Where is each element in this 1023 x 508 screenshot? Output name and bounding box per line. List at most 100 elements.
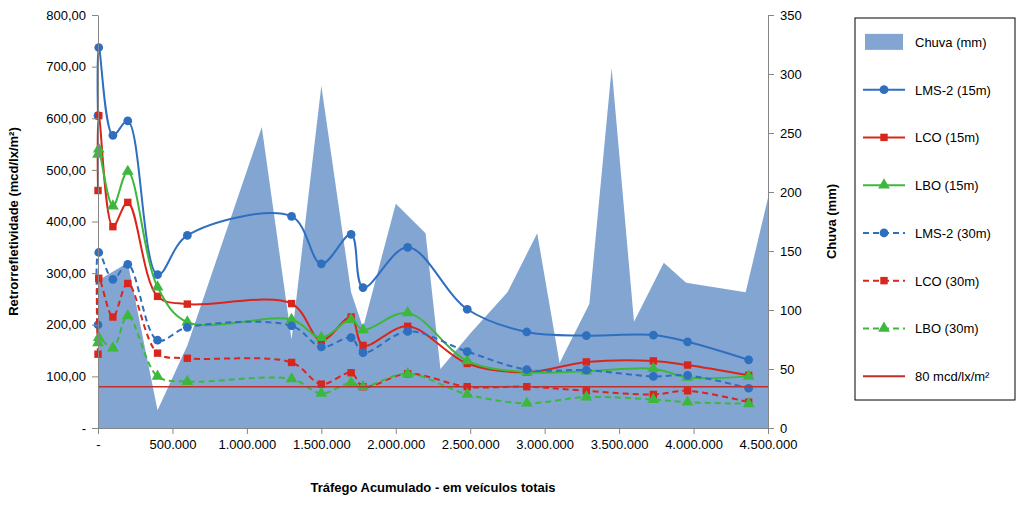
marker — [359, 348, 368, 357]
legend-label: LCO (30m) — [915, 274, 979, 289]
tick-mark — [768, 251, 774, 252]
tick-mark — [545, 428, 546, 434]
tick-label: 1.500.000 — [293, 437, 351, 452]
tick: 1.500.000 — [293, 428, 351, 452]
tick-mark — [92, 170, 98, 171]
marker — [684, 361, 691, 368]
marker — [580, 390, 592, 400]
legend-entry: LBO (30m) — [863, 321, 979, 336]
marker — [684, 387, 691, 394]
tick-label: 400,00 — [46, 214, 86, 229]
marker — [521, 396, 533, 406]
marker — [402, 367, 414, 377]
legend-label: 80 mcd/lx/m² — [915, 369, 990, 384]
markers — [92, 142, 754, 380]
tick-mark — [470, 428, 471, 434]
marker — [184, 355, 191, 362]
markers — [94, 43, 753, 364]
marker — [109, 131, 118, 140]
marker — [461, 388, 473, 398]
marker — [317, 343, 326, 352]
tick: 200,00 — [46, 317, 98, 332]
marker — [317, 259, 326, 268]
legend-label: LMS-2 (30m) — [915, 226, 991, 241]
tick: 200 — [768, 185, 802, 200]
tick-mark — [768, 310, 774, 311]
markers — [94, 248, 753, 393]
legend-label: LBO (30m) — [915, 321, 979, 336]
legend-marker — [880, 85, 889, 94]
tick-mark — [768, 15, 774, 16]
marker — [522, 365, 531, 374]
tick-mark — [619, 428, 620, 434]
tick: 700,00 — [46, 59, 98, 74]
tick-mark — [92, 118, 98, 119]
marker — [359, 283, 368, 292]
y2-axis: 050100150200250300350 — [768, 8, 802, 436]
marker — [402, 306, 414, 316]
marker — [183, 231, 192, 240]
legend-label: LCO (15m) — [915, 130, 979, 145]
legend-label: LMS-2 (15m) — [915, 83, 991, 98]
marker — [743, 370, 755, 380]
tick-label: 800,00 — [46, 8, 86, 23]
tick-mark — [92, 273, 98, 274]
tick: 100,00 — [46, 369, 98, 384]
tick: 350 — [768, 8, 802, 23]
legend-box — [855, 18, 1015, 400]
marker — [288, 359, 295, 366]
tick-label: 500.000 — [149, 437, 196, 452]
marker — [345, 313, 357, 323]
x-axis-title: Tráfego Acumulado - em veículos totais — [310, 480, 555, 495]
legend-swatch — [865, 34, 903, 50]
x-axis-line — [99, 428, 769, 429]
tick-label: 100 — [780, 303, 802, 318]
legend-marker — [880, 134, 887, 141]
marker — [183, 323, 192, 332]
marker — [683, 371, 692, 380]
tick-mark — [92, 325, 98, 326]
tick: 0 — [768, 421, 787, 436]
tick: 500.000 — [149, 428, 196, 452]
legend-marker — [878, 322, 890, 332]
series-line — [98, 386, 768, 388]
tick: 50 — [768, 362, 794, 377]
markers — [92, 309, 754, 407]
legend-entry: LCO (30m) — [863, 274, 979, 289]
tick-mark — [694, 428, 695, 434]
tick: 250 — [768, 126, 802, 141]
tick-mark — [768, 74, 774, 75]
marker — [403, 327, 412, 336]
marker — [124, 199, 131, 206]
tick: 300 — [768, 67, 802, 82]
tick: 100 — [768, 303, 802, 318]
marker — [152, 280, 164, 290]
tick: 3.500.000 — [591, 428, 649, 452]
marker — [122, 165, 134, 175]
legend-entry: LMS-2 (15m) — [863, 83, 991, 98]
tick-label: 50 — [780, 362, 794, 377]
marker — [357, 380, 369, 390]
legend-marker — [880, 277, 887, 284]
tick-mark — [92, 376, 98, 377]
tick-mark — [92, 15, 98, 16]
tick: 4.500.000 — [740, 428, 798, 452]
plot-area — [92, 43, 768, 428]
tick-mark — [396, 428, 397, 434]
marker — [683, 337, 692, 346]
legend-entry: LMS-2 (30m) — [863, 226, 991, 241]
tick-mark — [768, 428, 774, 429]
tick-label: 3.000.000 — [516, 437, 574, 452]
marker — [649, 331, 658, 340]
marker — [743, 397, 755, 407]
marker — [107, 341, 119, 351]
marker — [315, 331, 327, 341]
tick: 1.000.000 — [218, 428, 276, 452]
tick: 3.000.000 — [516, 428, 574, 452]
marker — [582, 331, 591, 340]
tick-mark — [768, 192, 774, 193]
tick-label: 300,00 — [46, 266, 86, 281]
tick-label: 0 — [780, 421, 787, 436]
tick-mark — [321, 428, 322, 434]
marker — [345, 376, 357, 386]
